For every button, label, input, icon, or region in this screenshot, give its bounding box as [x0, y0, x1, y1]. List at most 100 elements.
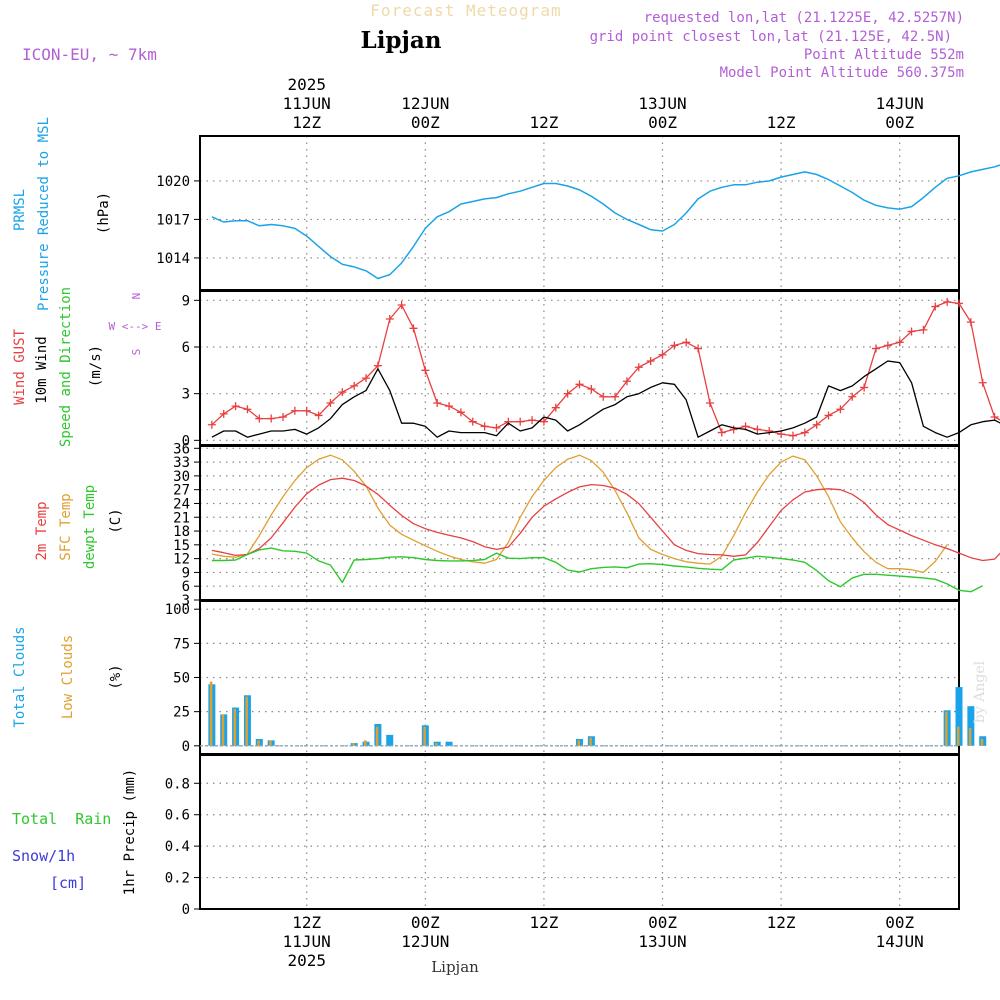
gust-point	[646, 357, 655, 365]
low-cloud-bar	[589, 737, 592, 746]
temp2m-line	[211, 477, 1000, 562]
time-label: 2025	[287, 951, 326, 970]
low-cloud-bar	[245, 696, 248, 746]
top-time-label: 00Z	[885, 113, 914, 132]
gust-point	[397, 301, 406, 309]
precip-legend-cm: [cm]	[50, 874, 86, 892]
gust-point	[824, 411, 833, 420]
low-cloud-bar	[435, 743, 438, 746]
gust-point	[717, 428, 726, 437]
grid-point-coords: grid point closest lon,lat (21.125E, 42.…	[590, 29, 952, 45]
pressure-panel: 1014 1017 1020	[156, 135, 1000, 291]
wind-panel: 0 3 6 9	[182, 291, 1000, 449]
gust-point	[267, 414, 276, 423]
time-label: 00Z	[885, 913, 914, 932]
gust-point	[587, 385, 596, 393]
gust-point	[788, 431, 797, 440]
gust-point	[943, 297, 952, 306]
temperature-ytick-label: 15	[173, 538, 190, 554]
clouds-panel: 0 25 50 75 100	[165, 600, 987, 755]
precip-panel: 0 0.2 0.4 0.6 0.8	[165, 754, 960, 918]
gust-point	[634, 363, 643, 372]
gust-point	[860, 383, 869, 392]
clouds-label-low: Low Clouds	[60, 635, 76, 719]
prmsl-line	[211, 164, 1000, 280]
gust-point	[765, 427, 774, 435]
gust-point	[836, 405, 845, 414]
low-cloud-bar	[980, 738, 984, 746]
compass-we: W <--> E	[109, 320, 162, 333]
pressure-ytick-label: 1017	[156, 212, 190, 228]
gust-point	[314, 411, 323, 420]
gust-point	[207, 420, 216, 429]
clouds-ytick-label: 100	[165, 602, 190, 618]
top-time-label: 00Z	[411, 113, 440, 132]
temperature-ytick-label: 9	[182, 565, 190, 581]
dewpt-line	[211, 547, 984, 593]
top-time-label: 11JUN	[283, 94, 331, 113]
model-altitude: Model Point Altitude 560.375m	[720, 65, 964, 81]
footer-location: Lipjan	[431, 958, 479, 976]
gust-point	[456, 408, 465, 417]
gust-point	[670, 341, 679, 350]
gust-point	[326, 399, 335, 407]
gust-point	[243, 405, 252, 414]
wind-unit: (m/s)	[88, 345, 104, 387]
temperature-ytick-label: 24	[173, 496, 190, 512]
low-cloud-bar	[423, 726, 426, 746]
gust-point	[599, 392, 608, 401]
gust-point	[445, 402, 454, 411]
temp-label-sfc: SFC Temp	[58, 493, 74, 560]
pressure-ytick-label: 1020	[156, 174, 190, 190]
gust-point	[219, 409, 228, 418]
top-time-label: 12JUN	[401, 94, 449, 113]
gust-point	[682, 338, 691, 347]
gust-point	[385, 315, 394, 323]
wind-ytick-label: 3	[182, 387, 190, 403]
total-cloud-bar	[386, 734, 394, 746]
wind-label-10m: 10m Wind	[34, 336, 50, 403]
low-cloud-bar	[968, 728, 972, 746]
gust-point	[907, 327, 916, 336]
gust-point	[504, 417, 513, 426]
gust-point	[362, 374, 371, 383]
gust-point	[302, 406, 311, 415]
gust-point	[255, 414, 264, 423]
temperature-ytick-label: 30	[173, 469, 190, 485]
gust-point	[350, 381, 359, 390]
temperature-ytick-label: 33	[173, 455, 190, 471]
low-cloud-bar	[957, 726, 960, 746]
temperature-ytick-label: 12	[173, 552, 190, 568]
low-cloud-bar	[221, 714, 225, 746]
gust-point	[539, 417, 548, 426]
total-cloud-bar	[955, 687, 963, 746]
time-label: 12Z	[529, 913, 558, 932]
pressure-label-prmsl: PRMSL	[12, 189, 28, 231]
gust-point	[551, 403, 560, 412]
wind-ytick-label: 0	[182, 433, 190, 449]
credit-watermark: by Angel	[972, 660, 988, 723]
clouds-ytick-label: 50	[173, 671, 190, 687]
point-altitude: Point Altitude 552m	[804, 47, 964, 63]
precip-frame	[199, 754, 960, 910]
time-label: 00Z	[411, 913, 440, 932]
low-cloud-bar	[352, 743, 355, 746]
pressure-ylabel: PRMSL Pressure Reduced to MSL (hPa)	[12, 117, 112, 311]
compass-s: S	[130, 349, 143, 356]
precip-legend-rain: Total Rain	[12, 810, 111, 828]
time-label: 12Z	[767, 913, 796, 932]
gust-line	[211, 301, 1000, 437]
location-title: Lipjan	[361, 27, 442, 54]
gust-point	[575, 380, 584, 389]
gust-point	[433, 399, 442, 407]
gust-point	[812, 420, 821, 429]
temperature-ytick-label: 27	[173, 483, 190, 499]
gust-point	[338, 388, 347, 397]
clouds-ylabel: Total Clouds Low Clouds (%)	[12, 626, 124, 727]
wind10m-line	[211, 360, 1000, 438]
model-label: ICON-EU, ~ 7km	[22, 45, 157, 64]
gust-point	[658, 350, 667, 359]
gust-point	[871, 344, 880, 353]
